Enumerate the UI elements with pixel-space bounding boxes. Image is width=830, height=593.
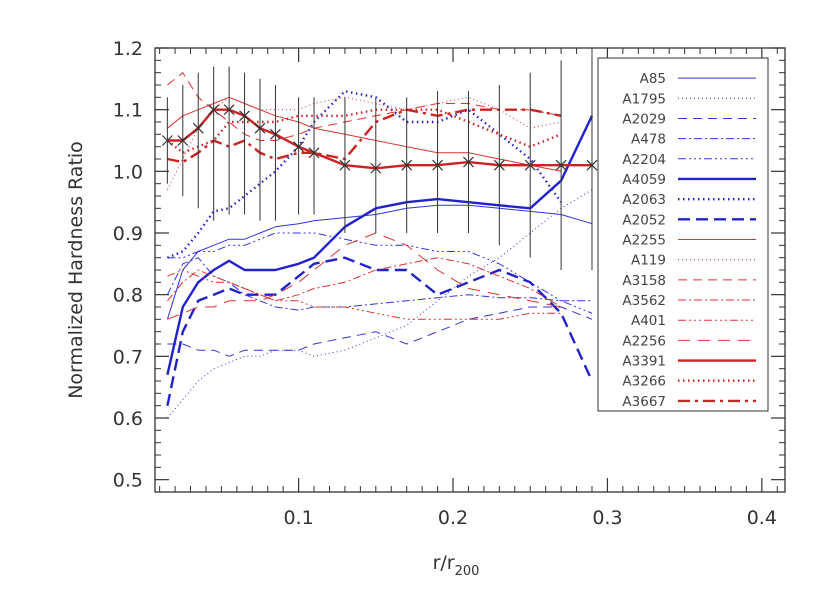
legend-label: A2204 [622,152,666,168]
y-tick-label: 0.7 [113,346,143,368]
y-tick-label: 0.5 [113,470,143,492]
mean-marker [493,159,505,171]
legend-label: A2029 [622,111,666,127]
legend-label: A119 [631,253,666,269]
legend-label: A2255 [622,233,666,249]
mean-marker [401,159,413,171]
series-line-a4059 [166,115,594,376]
legend-label: A2052 [622,212,666,228]
series-line-a2063 [166,89,563,259]
legend-label: A1795 [622,91,666,107]
series-line-a401 [167,269,562,320]
y-tick-label: 0.8 [113,285,143,307]
mean-marker [239,110,250,122]
mean-marker [463,156,474,168]
mean-marker [555,159,567,171]
y-tick-label: 0.9 [113,223,143,245]
mean-marker [208,104,220,116]
series-line-a3391 [167,108,592,170]
x-tick-label: 0.1 [283,507,313,529]
mean-marker [524,159,536,171]
mean-marker [223,104,235,116]
y-tick-label: 0.6 [113,408,143,430]
mean-marker [192,122,204,134]
legend-box [597,57,769,412]
legend-label: A4059 [622,172,666,188]
mean-marker [161,135,173,146]
legend-label: A85 [640,71,666,87]
legend: A85 A1795 A2029 A478 A2204 A4059 A2063 A2052 A22… [597,57,769,412]
legend-label: A3266 [622,374,666,390]
series-line-a2204 [167,232,593,314]
legend-label: A3667 [622,394,666,410]
axes: 0.1 0.2 0.3 0.4 0.5 0.6 0.7 0.8 0.9 1.0 1.1 1.2 [113,38,785,529]
mean-marker [370,162,382,174]
mean-marker [586,159,598,171]
y-tick-label: 1.2 [113,38,143,60]
legend-label: A478 [631,132,666,148]
error-bars [161,54,598,270]
series-line-a478 [166,257,592,311]
mean-marker [254,122,266,134]
series-line-a2052 [166,256,594,406]
legend-label: A401 [631,313,666,329]
y-tick-label: 1.0 [113,161,143,183]
series-line-a2029 [167,306,593,357]
y-tick-label: 1.1 [113,100,143,122]
legend-label: A3158 [622,273,666,289]
mean-marker [177,135,189,146]
y-axis-title: Normalized Hardness Ratio [65,141,87,399]
series-line-a3562 [167,257,562,308]
series-lines [166,72,594,419]
x-axis-title: r/r200 [433,552,480,579]
mean-marker [270,128,281,140]
legend-label: A2256 [622,333,666,349]
mean-marker [293,141,305,153]
mean-marker [432,159,443,171]
legend-label: A3391 [622,354,666,370]
series-line-a2255 [167,96,562,172]
x-tick-label: 0.2 [438,507,468,529]
x-tick-label: 0.3 [592,507,622,529]
legend-label: A3562 [622,293,666,309]
series-line-a2256 [167,232,562,320]
mean-marker [308,147,320,159]
series-line-a1795 [167,189,593,419]
mean-marker [339,159,351,171]
series-line-a119 [166,96,562,191]
legend-label: A2063 [622,192,666,208]
series-line-a3667 [167,108,562,164]
x-tick-label: 0.4 [747,507,777,529]
